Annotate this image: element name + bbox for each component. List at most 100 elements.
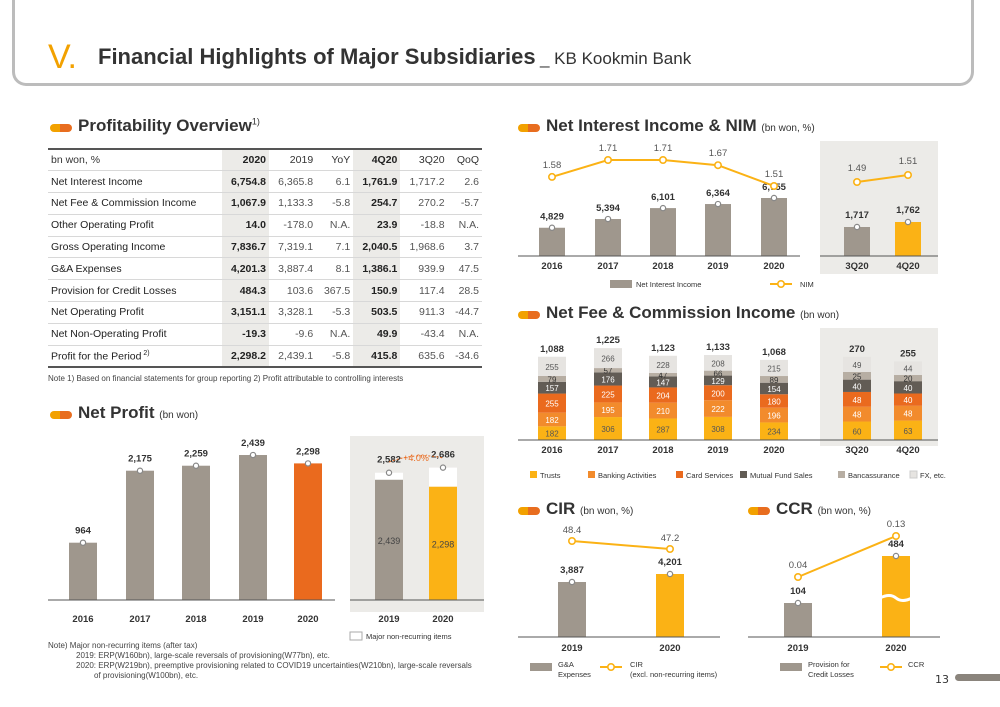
cir-value-label: 4,201 [658, 557, 682, 568]
bullet-pill-icon [748, 507, 770, 515]
nim-quarterly-value-label: 1.49 [848, 163, 867, 174]
fee-segment-label: 154 [767, 385, 781, 394]
fee-category-label: 2017 [597, 445, 618, 456]
fee-segment-label: 308 [711, 425, 725, 434]
fee-segment-label: 40 [904, 396, 913, 405]
fee-segment-label: 48 [853, 396, 862, 405]
table-row: Net Fee & Commission Income 1,067.9 1,133.… [48, 192, 482, 215]
table-header: 4Q20 [353, 149, 401, 172]
bullet-pill-icon [50, 124, 72, 132]
fee-segment [538, 375, 566, 382]
fee-segment [704, 355, 732, 371]
table-row: Gross Operating Income 7,836.7 7,319.1 7.1 2… [48, 236, 482, 259]
bullet-pill-icon [518, 507, 540, 515]
fee-segment-label: 225 [601, 390, 615, 399]
legend-label-nim: NIM [800, 280, 814, 289]
table-row: Net Interest Income 6,754.8 6,365.8 6.1 1,76… [48, 170, 482, 194]
nim-marker [658, 156, 667, 165]
fee-segment [594, 368, 622, 373]
table-cell: 8.1 [316, 257, 354, 281]
fee-total-label: 1,123 [651, 343, 675, 354]
net-profit-note: 2019: ERP(W160bn), large-scale reversals… [76, 651, 330, 660]
legend-label-nii: Net Interest Income [636, 280, 701, 289]
table-cell: Net Operating Profit [48, 301, 222, 324]
bullet-pill-icon [518, 311, 540, 319]
net-profit-category-label: 2019 [242, 614, 263, 625]
fee-segment [704, 375, 732, 386]
nim-marker [713, 161, 722, 170]
table-cell: -18.8 [400, 214, 448, 237]
nii-value-label: 4,829 [540, 212, 564, 223]
legend-marker-cir [606, 662, 615, 671]
table-cell: 2,439.1 [269, 345, 317, 368]
fee-segment [843, 379, 871, 392]
net-profit-marker [192, 462, 200, 469]
fee-total-label: 1,068 [762, 347, 786, 358]
fee-segment-label: 222 [711, 405, 725, 414]
fee-category-label: 4Q20 [896, 445, 919, 456]
net-profit-compare-bar [375, 479, 403, 600]
nii-value-label: 5,394 [596, 203, 620, 214]
fee-segment-label: 44 [904, 365, 913, 374]
fee-category-label: 2016 [541, 445, 562, 456]
table-row: Other Operating Profit 14.0 -178.0 N.A. 23.9… [48, 214, 482, 237]
table-row: Net Operating Profit 3,151.1 3,328.1 -5.3 50… [48, 301, 482, 324]
fee-segment-label: 306 [601, 425, 615, 434]
fee-segment-label: 176 [601, 375, 615, 384]
legend-label-fee: Banking Activities [598, 471, 657, 480]
fee-segment [649, 418, 677, 440]
fee-category-label: 2019 [707, 445, 728, 456]
table-cell: N.A. [316, 323, 354, 346]
net-profit-note: of provisioning(W100bn), etc. [94, 671, 199, 680]
fee-category-label: 2018 [652, 445, 673, 456]
fee-segment [760, 394, 788, 408]
legend-swatch-fee [676, 471, 683, 478]
fee-segment-label: 287 [656, 426, 670, 435]
axis-break-icon [879, 594, 913, 602]
net-profit-marker [136, 467, 144, 474]
fee-segment [843, 391, 871, 407]
cir-line-label: 48.4 [563, 525, 582, 536]
fee-segment [538, 412, 566, 427]
ccr-line-label: 0.04 [789, 560, 808, 571]
fee-segment-label: 20 [904, 375, 913, 384]
net-profit-bar [182, 465, 210, 600]
nii-category-label: 2016 [541, 261, 562, 272]
table-cell: 503.5 [353, 301, 401, 324]
table-cell: N.A. [447, 214, 482, 237]
nii-quarterly-value-label: 1,762 [896, 205, 920, 216]
legend-label-non-recurring: Major non-recurring items [366, 632, 452, 641]
net-profit-value-label: 2,175 [128, 454, 152, 465]
nii-bar [539, 227, 565, 256]
table-cell: 484.3 [221, 279, 269, 303]
fee-segment [594, 372, 622, 386]
table-cell: N.A. [447, 323, 482, 346]
fee-segment-label: 63 [904, 427, 913, 436]
fee-segment [538, 356, 566, 376]
nim-value-label: 1.71 [599, 143, 618, 154]
table-cell: 3,887.4 [269, 257, 317, 281]
nii-category-label: 2019 [707, 261, 728, 272]
table-cell: 1,067.9 [221, 192, 269, 215]
fee-total-label: 1,088 [540, 344, 564, 355]
nim-quarterly-line [856, 174, 909, 183]
table-cell: 6,754.8 [221, 170, 269, 194]
fee-segment [649, 387, 677, 403]
section-title-profitability: Profitability Overview1) [78, 116, 260, 135]
cir-line-label: 47.2 [661, 533, 680, 544]
fee-segment [760, 359, 788, 377]
legend-swatch-fee [740, 471, 747, 478]
fee-segment [894, 375, 922, 382]
nim-quarterly-marker [852, 178, 861, 187]
fee-total-label: 255 [900, 348, 917, 359]
ccr-bar-marker [794, 599, 802, 607]
table-cell: 1,717.2 [400, 170, 448, 194]
nim-marker [769, 182, 778, 191]
legend-label-fee: FX, etc. [920, 471, 946, 480]
legend-label-fee: Card Services [686, 471, 733, 480]
fee-segment-label: 25 [853, 372, 862, 381]
table-cell: -43.4 [400, 323, 448, 346]
table-cell: 47.5 [447, 257, 482, 281]
nii-category-label: 2020 [763, 261, 784, 272]
ccr-marker [793, 572, 802, 581]
